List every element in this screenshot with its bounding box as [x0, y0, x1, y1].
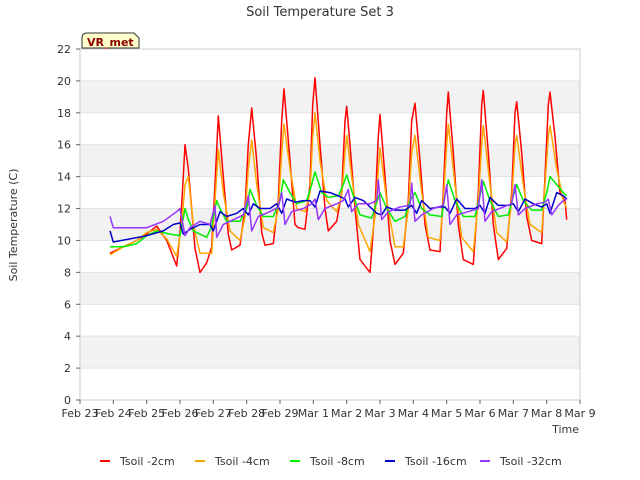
series-layer [109, 76, 568, 274]
legend-item: Tsoil -2cm [100, 455, 175, 468]
legend-label: Tsoil -32cm [499, 455, 562, 468]
y-tick-label: 10 [57, 234, 71, 247]
station-badge: VR_met [81, 32, 140, 49]
legend-item: Tsoil -16cm [385, 455, 467, 468]
x-tick-label: Feb 24 [95, 407, 132, 420]
y-tick-label: 2 [64, 362, 71, 375]
x-tick-label: Mar 7 [498, 407, 529, 420]
x-tick-label: Feb 27 [195, 407, 232, 420]
y-tick-label: 22 [57, 43, 71, 56]
y-tick-label: 6 [64, 298, 71, 311]
legend-label: Tsoil -4cm [214, 455, 270, 468]
x-tick-label: Mar 5 [431, 407, 462, 420]
y-tick-label: 14 [57, 171, 71, 184]
series-line-tsoil-16cm [109, 190, 568, 243]
grid-band [80, 272, 580, 305]
chart-title: Soil Temperature Set 3 [246, 5, 394, 20]
x-tick-label: Mar 3 [364, 407, 395, 420]
series-line-tsoil-4cm [109, 112, 568, 258]
x-tick-label: Mar 4 [398, 407, 429, 420]
legend-label: Tsoil -2cm [119, 455, 175, 468]
y-tick-label: 18 [57, 107, 71, 120]
x-tick-label: Mar 9 [564, 407, 595, 420]
x-tick-label: Feb 29 [262, 407, 299, 420]
legend-item: Tsoil -8cm [290, 455, 365, 468]
series-line-tsoil-2cm [109, 76, 568, 274]
y-tick-label: 4 [64, 330, 71, 343]
x-tick-label: Mar 6 [464, 407, 495, 420]
x-axis-label: Time [551, 423, 579, 436]
legend: Tsoil -2cm Tsoil -4cm Tsoil -8cm Tsoil -16c… [100, 455, 562, 468]
x-tick-label: Mar 8 [531, 407, 562, 420]
badge-box [81, 32, 140, 49]
badge-label: VR_met [87, 36, 134, 49]
grid-band [80, 336, 580, 369]
x-tick-label: Feb 26 [162, 407, 199, 420]
y-tick-label: 12 [57, 203, 71, 216]
series-line-tsoil-8cm [110, 171, 568, 248]
y-tick-label: 8 [64, 266, 71, 279]
legend-label: Tsoil -8cm [309, 455, 365, 468]
x-tick-label: Feb 23 [62, 407, 99, 420]
y-tick-label: 16 [57, 139, 71, 152]
grid-band [80, 80, 580, 113]
grid-band [80, 144, 580, 177]
series-line-tsoil-32cm [109, 179, 568, 239]
legend-item: Tsoil -4cm [195, 455, 270, 468]
y-axis-label: Soil Temperature (C) [7, 169, 20, 282]
x-tick-label: Feb 25 [128, 407, 165, 420]
x-tick-label: Mar 2 [331, 407, 362, 420]
legend-item: Tsoil -32cm [480, 455, 562, 468]
y-tick-label: 0 [64, 394, 71, 407]
legend-label: Tsoil -16cm [404, 455, 467, 468]
x-tick-label: Mar 1 [298, 407, 329, 420]
x-tick-label: Feb 28 [228, 407, 265, 420]
plot-frame [79, 48, 581, 401]
y-axis-ticks: 0 2 4 6 8 10 12 14 16 18 20 22 [57, 43, 80, 407]
y-tick-label: 20 [57, 75, 71, 88]
